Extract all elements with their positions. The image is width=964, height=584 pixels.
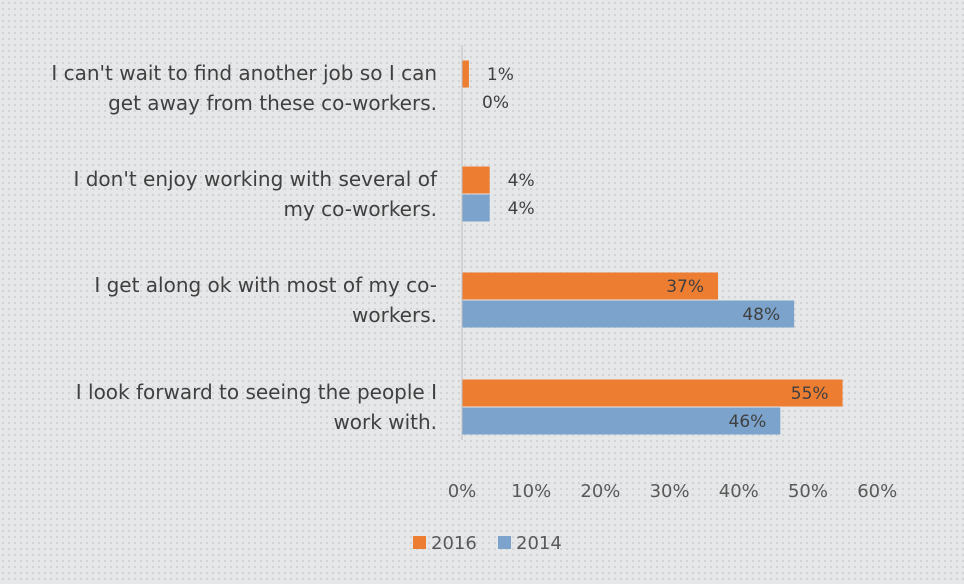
data-label: 55% [791, 384, 829, 404]
data-label: 4% [508, 171, 535, 191]
category-label: workers. [352, 303, 437, 327]
x-tick-label: 0% [448, 481, 477, 502]
category-label: I look forward to seeing the people I [76, 380, 437, 404]
data-label: 46% [729, 412, 767, 432]
data-label: 4% [508, 199, 535, 219]
legend-label: 2016 [431, 533, 477, 554]
category-label: work with. [333, 410, 437, 434]
bar-2014 [462, 300, 795, 328]
data-label: 48% [742, 305, 780, 325]
legend-swatch-2014 [498, 536, 511, 549]
x-tick-label: 30% [650, 481, 690, 502]
x-tick-label: 60% [857, 481, 897, 502]
bar-2016 [462, 60, 469, 88]
bar-2016 [462, 272, 719, 300]
x-tick-label: 50% [788, 481, 828, 502]
category-label: get away from these co-workers. [108, 91, 437, 115]
legend-swatch-2016 [413, 536, 426, 549]
x-tick-label: 40% [719, 481, 759, 502]
category-label: my co-workers. [284, 197, 438, 221]
data-label: 0% [482, 93, 509, 113]
bar-2014 [462, 407, 781, 435]
category-label: I don't enjoy working with several of [73, 167, 437, 191]
data-label: 1% [487, 65, 514, 85]
category-label: I get along ok with most of my co- [94, 273, 437, 297]
category-label: I can't wait to find another job so I ca… [51, 61, 437, 85]
x-tick-label: 20% [580, 481, 620, 502]
data-label: 37% [666, 277, 704, 297]
bar-2014 [462, 194, 490, 222]
x-tick-label: 10% [511, 481, 551, 502]
bar-2016 [462, 379, 843, 407]
bar-2016 [462, 166, 490, 194]
legend-label: 2014 [516, 533, 562, 554]
